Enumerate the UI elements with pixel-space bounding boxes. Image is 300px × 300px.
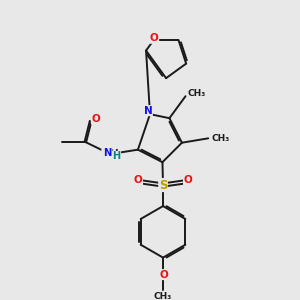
Text: O: O: [184, 175, 192, 185]
Text: S: S: [159, 178, 167, 191]
Text: O: O: [134, 175, 142, 185]
Text: CH₃: CH₃: [212, 134, 230, 143]
Text: H: H: [112, 152, 121, 161]
Text: O: O: [150, 33, 159, 43]
Text: O: O: [159, 270, 168, 280]
Text: O: O: [92, 114, 100, 124]
Text: N: N: [144, 106, 152, 116]
Text: NH: NH: [102, 149, 118, 159]
Text: CH₃: CH₃: [188, 89, 206, 98]
Text: N: N: [103, 148, 112, 158]
Text: CH₃: CH₃: [154, 292, 172, 300]
